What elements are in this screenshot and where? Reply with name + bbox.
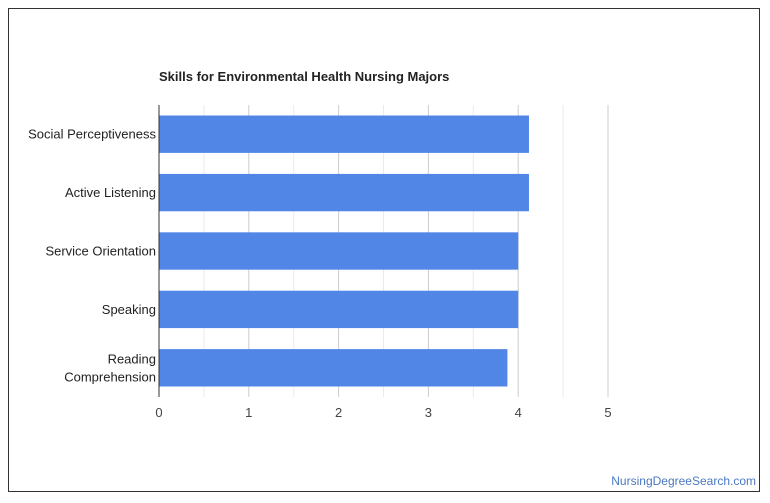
watermark-link[interactable]: NursingDegreeSearch.com: [611, 474, 756, 488]
bar-service-orientation[interactable]: [159, 232, 519, 270]
x-tick-label: 4: [515, 405, 522, 420]
category-labels: Social Perceptiveness Active Listening Ser…: [28, 127, 156, 385]
bar-speaking[interactable]: [159, 290, 519, 329]
x-tick-label: 2: [335, 405, 342, 420]
x-tick-label: 3: [425, 405, 432, 420]
x-tick-label: 1: [245, 405, 252, 420]
x-axis-ticks: 0 1 2 3 4 5: [155, 405, 611, 420]
bar-reading-comprehension[interactable]: [159, 349, 508, 387]
bar-social-perceptiveness[interactable]: [159, 115, 529, 153]
category-label: Comprehension: [64, 369, 156, 384]
x-tick-label: 5: [604, 405, 611, 420]
bars: [159, 115, 529, 387]
category-label: Reading: [108, 351, 156, 366]
category-label: Speaking: [102, 302, 156, 317]
category-label: Social Perceptiveness: [28, 127, 156, 142]
chart-title: Skills for Environmental Health Nursing …: [159, 69, 449, 84]
category-label: Service Orientation: [45, 244, 156, 259]
category-label: Active Listening: [65, 185, 156, 200]
bar-active-listening[interactable]: [159, 173, 529, 212]
x-tick-label: 0: [155, 405, 162, 420]
